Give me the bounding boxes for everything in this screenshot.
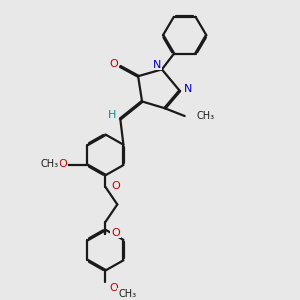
Text: O: O — [109, 58, 118, 69]
Text: O: O — [111, 228, 120, 238]
Text: N: N — [153, 59, 161, 70]
Text: H: H — [108, 110, 116, 120]
Text: O: O — [111, 181, 120, 191]
Text: CH₃: CH₃ — [118, 289, 136, 299]
Text: CH₃: CH₃ — [196, 111, 215, 121]
Text: N: N — [184, 84, 192, 94]
Text: CH₃: CH₃ — [41, 159, 59, 169]
Text: O: O — [109, 283, 118, 293]
Text: O: O — [58, 159, 67, 169]
